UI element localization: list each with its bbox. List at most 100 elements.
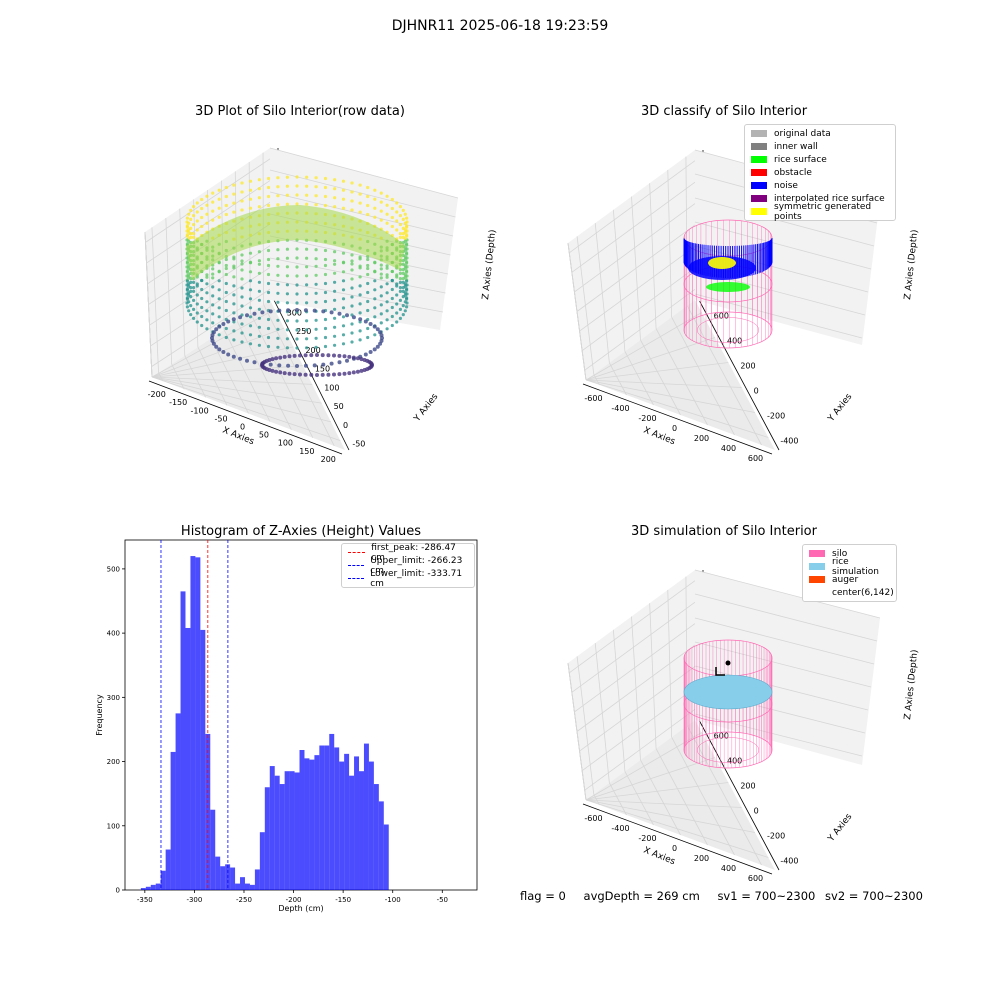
- raw-point: [276, 327, 280, 331]
- grid-line: [571, 601, 696, 693]
- raw-point: [187, 212, 191, 216]
- grid-line: [585, 379, 742, 388]
- raw-point: [379, 267, 383, 271]
- histogram-bar: [175, 713, 181, 890]
- raw-point: [224, 266, 228, 271]
- raw-point: [347, 354, 352, 359]
- raw-point: [345, 313, 349, 318]
- raw-point: [195, 201, 199, 205]
- raw-point: [232, 284, 236, 288]
- histogram-bar: [210, 809, 216, 890]
- raw-point: [232, 338, 236, 342]
- raw-point: [295, 346, 299, 350]
- raw-point: [350, 322, 354, 326]
- histogram-bar: [378, 801, 384, 890]
- raw-point: [373, 306, 377, 310]
- simulation-plot-title: 3D simulation of Silo Interior: [631, 524, 817, 539]
- raw-point: [285, 292, 289, 296]
- histogram-bar: [259, 832, 265, 890]
- raw-point: [358, 317, 363, 322]
- raw-point: [185, 305, 189, 309]
- raw-point: [314, 185, 318, 189]
- y-tick-label: 0: [754, 807, 759, 816]
- raw-point: [372, 347, 377, 352]
- raw-point: [359, 368, 364, 373]
- raw-point: [240, 199, 244, 203]
- raw-plot-title: 3D Plot of Silo Interior(row data): [195, 104, 405, 119]
- y-tick-label: 300: [107, 694, 120, 702]
- raw-point: [248, 288, 253, 292]
- y-tick-label: -400: [780, 857, 798, 866]
- legend-item-symmetric: symmetric generated points: [745, 202, 895, 222]
- raw-point: [217, 206, 221, 210]
- raw-point: [205, 194, 209, 198]
- x-axis-line: [582, 383, 773, 455]
- raw-point: [287, 354, 292, 359]
- histogram-bar: [324, 745, 330, 890]
- raw-point: [323, 203, 328, 208]
- raw-point: [341, 251, 346, 255]
- grid-line: [269, 191, 454, 237]
- raw-point: [195, 282, 199, 286]
- raw-point: [401, 289, 405, 293]
- raw-point: [366, 290, 370, 295]
- raw-3d-plot: -200-150 -100 -50 0 50 100 150 200 -50 0 50 100 150 2…: [144, 147, 498, 464]
- y-tick-label: 200: [305, 346, 320, 355]
- raw-point: [326, 353, 331, 358]
- cylinder-ring: [696, 737, 760, 763]
- raw-point: [285, 202, 289, 206]
- grid-line: [574, 203, 696, 293]
- raw-point: [305, 283, 309, 287]
- legend-label: noise: [774, 180, 798, 191]
- raw-point: [305, 202, 309, 206]
- raw-point: [341, 315, 346, 319]
- raw-point: [350, 199, 354, 203]
- raw-point: [295, 193, 299, 197]
- grid-line: [197, 346, 228, 406]
- rice-surface-mark: [706, 282, 750, 292]
- raw-point: [333, 316, 337, 320]
- x-tick-label: -600: [584, 814, 602, 823]
- symmetric-mark: [708, 257, 736, 269]
- raw-point: [211, 200, 215, 204]
- raw-point: [366, 281, 370, 286]
- x-tick-label: -600: [584, 394, 602, 403]
- raw-point: [276, 345, 280, 349]
- raw-point: [405, 288, 409, 292]
- raw-point: [312, 363, 317, 368]
- raw-point: [185, 270, 189, 274]
- raw-point: [390, 305, 394, 310]
- histogram-bar: [329, 733, 335, 890]
- raw-point: [379, 312, 383, 316]
- raw-point: [187, 239, 191, 243]
- histogram-bar: [235, 883, 241, 890]
- y-tick-label: 100: [324, 383, 339, 392]
- raw-point: [232, 329, 236, 333]
- histogram-bar: [254, 869, 260, 890]
- raw-point: [385, 273, 389, 277]
- raw-point: [276, 291, 280, 295]
- histogram-bar: [344, 753, 350, 890]
- raw-point: [195, 311, 199, 315]
- raw-point: [276, 318, 280, 322]
- raw-point: [245, 358, 249, 363]
- grid-line: [694, 221, 872, 270]
- grid-line: [584, 288, 696, 371]
- raw-point: [187, 221, 191, 225]
- raw-point: [358, 329, 362, 333]
- raw-point: [298, 372, 302, 377]
- z-axis-label: Z Axies (Depth): [903, 649, 920, 720]
- histogram-bar: [230, 867, 236, 890]
- raw-point: [200, 296, 204, 301]
- histogram-bar: [334, 747, 340, 890]
- raw-point: [323, 281, 328, 286]
- raw-point: [323, 317, 328, 322]
- raw-point: [205, 203, 209, 207]
- raw-point: [366, 308, 370, 313]
- raw-point: [390, 224, 394, 229]
- raw-point: [341, 342, 346, 346]
- raw-point: [395, 219, 399, 223]
- raw-point: [390, 314, 394, 319]
- raw-point: [373, 269, 377, 273]
